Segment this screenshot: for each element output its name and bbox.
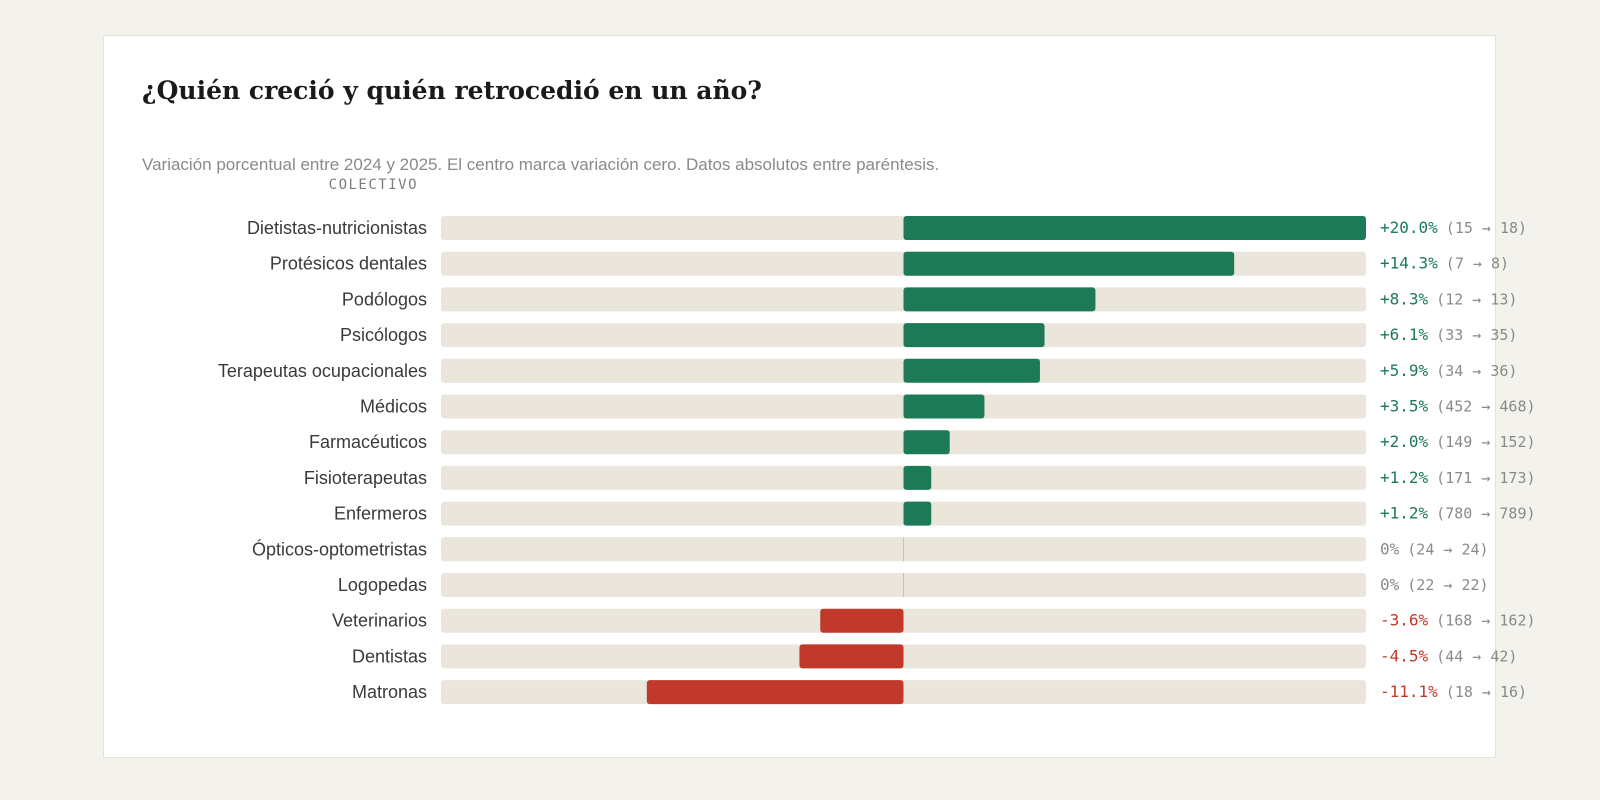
absolute-values: (168 → 162) [1436, 612, 1535, 630]
row-label: Farmacéuticos [309, 432, 427, 452]
value-label: +2.0% (149 → 152) [1380, 432, 1536, 451]
bar-positive [903, 287, 1096, 312]
bar-positive [903, 251, 1235, 276]
value-label: +5.9% (34 → 36) [1380, 361, 1517, 380]
chart-row: Fisioterapeutas +1.2% (171 → 173) [304, 465, 1536, 490]
absolute-values: (15 → 18) [1446, 219, 1527, 237]
chart-subtitle: Variación porcentual entre 2024 y 2025. … [142, 155, 940, 174]
value-label: +1.2% (171 → 173) [1380, 468, 1536, 487]
value-label: 0% (24 → 24) [1380, 539, 1489, 558]
bar-negative [799, 644, 904, 669]
pct-change: +3.5% [1380, 397, 1429, 416]
value-label: +1.2% (780 → 789) [1380, 504, 1536, 523]
row-label: Médicos [360, 397, 427, 417]
bar-positive [903, 216, 1366, 240]
row-label: Terapeutas ocupacionales [218, 361, 427, 381]
row-label: Podólogos [342, 289, 427, 309]
chart-row: Psicólogos +6.1% (33 → 35) [340, 323, 1517, 348]
absolute-values: (22 → 22) [1407, 576, 1488, 594]
chart-row: Terapeutas ocupacionales +5.9% (34 → 36) [218, 358, 1517, 383]
row-label: Protésicos dentales [270, 254, 427, 274]
absolute-values: (24 → 24) [1407, 540, 1488, 558]
bar-negative [820, 608, 904, 633]
bar-positive [903, 323, 1045, 348]
pct-change: +6.1% [1380, 325, 1429, 344]
row-label: Dentistas [352, 646, 427, 666]
pct-change: +5.9% [1380, 361, 1429, 380]
pct-change: -4.5% [1380, 646, 1429, 665]
pct-change: +1.2% [1380, 468, 1429, 487]
chart-row: Protésicos dentales +14.3% (7 → 8) [270, 251, 1509, 276]
bar-positive [903, 358, 1040, 383]
absolute-values: (12 → 13) [1436, 290, 1517, 308]
row-label: Matronas [352, 682, 427, 702]
value-label: 0% (22 → 22) [1380, 575, 1489, 594]
row-label: Enfermeros [334, 504, 427, 524]
pct-change: +2.0% [1380, 432, 1429, 451]
column-header: COLECTIVO [328, 177, 418, 193]
absolute-values: (780 → 789) [1436, 505, 1535, 523]
value-label: -3.6% (168 → 162) [1380, 611, 1536, 630]
chart-row: Farmacéuticos +2.0% (149 → 152) [309, 430, 1536, 455]
absolute-values: (33 → 35) [1436, 326, 1517, 344]
chart-row: Ópticos-optometristas 0% (24 → 24) [252, 537, 1489, 562]
chart-title: ¿Quién creció y quién retrocedió en un a… [142, 76, 762, 105]
pct-change: +14.3% [1380, 254, 1438, 273]
bar-negative [646, 680, 904, 705]
row-label: Logopedas [338, 575, 427, 595]
absolute-values: (44 → 42) [1436, 647, 1517, 665]
bar-positive [903, 465, 932, 490]
bar-positive [903, 430, 950, 455]
absolute-values: (34 → 36) [1436, 362, 1517, 380]
absolute-values: (149 → 152) [1436, 433, 1535, 451]
value-label: +14.3% (7 → 8) [1380, 254, 1509, 273]
value-label: -4.5% (44 → 42) [1380, 646, 1517, 665]
row-label: Fisioterapeutas [304, 468, 427, 488]
value-label: +20.0% (15 → 18) [1380, 218, 1527, 237]
chart-row: Logopedas 0% (22 → 22) [338, 573, 1489, 597]
chart-row: Dentistas -4.5% (44 → 42) [352, 644, 1517, 669]
chart-row: Podólogos +8.3% (12 → 13) [342, 287, 1517, 312]
chart-row: Matronas -11.1% (18 → 16) [352, 680, 1527, 705]
pct-change: +20.0% [1380, 218, 1438, 237]
pct-change: -11.1% [1380, 682, 1438, 701]
absolute-values: (452 → 468) [1436, 398, 1535, 416]
absolute-values: (7 → 8) [1446, 255, 1509, 273]
absolute-values: (18 → 16) [1446, 683, 1527, 701]
absolute-values: (171 → 173) [1436, 469, 1535, 487]
chart-row: Médicos +3.5% (452 → 468) [360, 394, 1536, 419]
value-label: +3.5% (452 → 468) [1380, 397, 1536, 416]
row-label: Veterinarios [332, 611, 427, 631]
bar-positive [903, 394, 985, 419]
pct-change: -3.6% [1380, 611, 1429, 630]
value-label: -11.1% (18 → 16) [1380, 682, 1527, 701]
row-label: Psicólogos [340, 325, 427, 345]
row-label: Dietistas-nutricionistas [247, 218, 427, 238]
pct-change: +8.3% [1380, 289, 1429, 308]
bar-positive [903, 501, 932, 526]
chart-row: Enfermeros +1.2% (780 → 789) [334, 501, 1536, 526]
chart-row: Veterinarios -3.6% (168 → 162) [332, 608, 1536, 633]
row-label: Ópticos-optometristas [252, 538, 427, 559]
chart-row: Dietistas-nutricionistas +20.0% (15 → 18) [247, 216, 1527, 240]
value-label: +8.3% (12 → 13) [1380, 289, 1517, 308]
pct-change: 0% [1380, 539, 1400, 558]
value-label: +6.1% (33 → 35) [1380, 325, 1517, 344]
pct-change: +1.2% [1380, 504, 1429, 523]
pct-change: 0% [1380, 575, 1400, 594]
